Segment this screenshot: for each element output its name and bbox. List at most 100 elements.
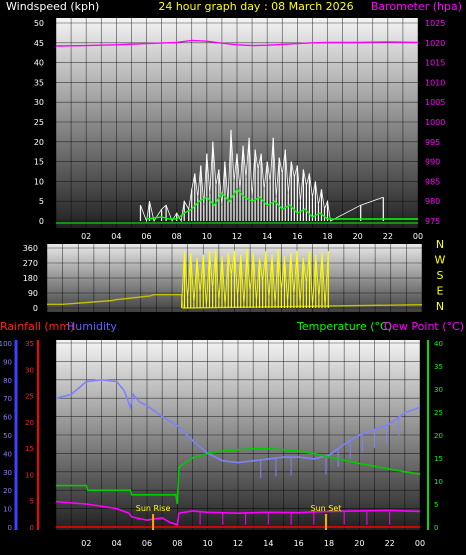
bottom-hour-tick: 10: [203, 539, 213, 548]
barometer-axis-label: Barometer (hpa): [371, 0, 462, 13]
top-hour-tick: 14: [262, 232, 272, 241]
rainfall-tick: 15: [25, 445, 34, 453]
bottom-hour-tick-labels: 02 04 06 08 10 12 14 16 18 20 22 00: [81, 539, 425, 548]
windspeed-tick-labels: 0 5 10 15 20 25 30 35 40 45 50: [34, 19, 44, 226]
chart-title: 24 hour graph day : 08 March 2026: [158, 0, 353, 13]
sunset-label: Sun Set: [311, 504, 342, 513]
temperature-tick: 30: [434, 386, 443, 394]
humidity-tick: 10: [3, 506, 12, 514]
temperature-tick: 35: [434, 363, 443, 371]
temperature-axis-label: Temperature (°C): [296, 320, 392, 333]
windspeed-axis-label: Windspeed (kph): [6, 0, 99, 13]
temperature-tick: 40: [434, 340, 443, 348]
barometer-tick: 990: [425, 158, 440, 167]
top-hour-tick: 16: [292, 232, 302, 241]
barometer-tick: 980: [425, 197, 440, 206]
bottom-hour-tick: 00: [415, 539, 425, 548]
humidity-axis-label: Humidity: [67, 320, 117, 333]
humidity-tick: 90: [3, 358, 12, 366]
top-series-layer: [55, 39, 419, 224]
compass-label: W: [435, 254, 446, 267]
direction-degree-tick: 0: [33, 304, 38, 313]
barometer-tick: 1005: [425, 98, 445, 107]
windspeed-tick: 15: [34, 158, 44, 167]
temperature-tick-labels: 0 5 10 15 20 25 30 35 40: [434, 340, 443, 532]
barometer-tick: 1010: [425, 78, 445, 87]
bottom-hour-tick: 08: [172, 539, 182, 548]
bottom-gridlines: [55, 340, 421, 530]
bottom-hour-tick: 18: [324, 539, 334, 548]
direction-line: [180, 248, 329, 309]
humidity-tick: 60: [3, 414, 12, 422]
humidity-tick: 50: [3, 432, 12, 440]
humidity-line: [55, 378, 421, 464]
sunrise-label: Sun Rise: [136, 504, 171, 513]
barometer-tick: 1015: [425, 59, 445, 68]
direction-series-layer: [47, 248, 423, 309]
windspeed-tick: 30: [34, 98, 44, 107]
top-hour-tick: 12: [232, 232, 242, 241]
bottom-series-layer: [55, 378, 421, 528]
temperature-tick: 15: [434, 455, 443, 463]
windspeed-tick: 5: [39, 197, 44, 206]
bottom-hour-tick: 22: [385, 539, 395, 548]
compass-label: N: [436, 238, 444, 251]
dewpoint-line: [55, 500, 421, 526]
windspeed-tick: 25: [34, 118, 44, 127]
bottom-hour-tick: 20: [354, 539, 364, 548]
temperature-tick: 0: [434, 524, 438, 532]
temperature-tick: 10: [434, 478, 443, 486]
rainfall-tick-labels: 0 5 10 15 20 25 30 35: [25, 340, 34, 532]
barometer-tick: 1020: [425, 39, 445, 48]
compass-label: E: [437, 285, 444, 298]
bottom-hour-tick: 12: [233, 539, 243, 548]
compass-label: S: [437, 269, 444, 282]
top-hour-tick: 00: [413, 232, 423, 241]
humidity-tick: 70: [3, 395, 12, 403]
rainfall-tick: 20: [25, 419, 34, 427]
bottom-hour-tick: 06: [142, 539, 152, 548]
average-direction-line: [47, 294, 423, 309]
temperature-tick: 20: [434, 432, 443, 440]
top-hour-tick: 20: [353, 232, 363, 241]
humidity-tick: 80: [3, 377, 12, 385]
windspeed-tick: 40: [34, 59, 44, 68]
top-hour-tick-labels: 02 04 06 08 10 12 14 16 18 20 22 00: [81, 232, 423, 241]
humidity-tick: 100: [0, 340, 12, 348]
temp-humidity-rain-chart: 0 10 20 30 40 50 60 70 80 90 100 0 5 10 15 20 25 30 35 0 5…: [0, 320, 464, 548]
humidity-tick: 40: [3, 450, 12, 458]
humidity-tick: 30: [3, 469, 12, 477]
barometer-tick-labels: 975 980 985 990 995 1000 1005 1010 1015 1020 1025: [425, 19, 445, 226]
top-hour-tick: 06: [141, 232, 151, 241]
direction-degree-tick: 360: [23, 244, 38, 253]
windspeed-tick: 10: [34, 177, 44, 186]
top-hour-tick: 02: [81, 232, 91, 241]
humidity-tick-labels: 0 10 20 30 40 50 60 70 80 90 100: [0, 340, 12, 532]
rainfall-tick: 25: [25, 393, 34, 401]
direction-degree-tick: 180: [23, 274, 38, 283]
bottom-hour-tick: 16: [294, 539, 304, 548]
humidity-tick: 20: [3, 487, 12, 495]
gust-line: [146, 188, 418, 220]
top-hour-tick: 04: [111, 232, 121, 241]
direction-degree-tick: 90: [28, 289, 38, 298]
temperature-tick: 25: [434, 409, 443, 417]
windspeed-line: [140, 129, 384, 223]
bottom-hour-tick: 14: [263, 539, 273, 548]
dewpoint-axis-label: Dew Point (°C): [384, 320, 464, 333]
windspeed-tick: 45: [34, 39, 44, 48]
barometer-tick: 1000: [425, 118, 445, 127]
rainfall-tick: 0: [30, 524, 34, 532]
top-hour-tick: 08: [172, 232, 182, 241]
direction-degree-tick: 270: [23, 259, 38, 268]
sun-annotations: Sun Rise Sun Set: [136, 504, 342, 530]
direction-degree-tick-labels: 0 90 180 270 360: [23, 244, 38, 313]
windspeed-tick: 0: [39, 217, 44, 226]
windspeed-tick: 20: [34, 138, 44, 147]
windspeed-tick: 50: [34, 19, 44, 28]
rainfall-tick: 35: [25, 340, 34, 348]
top-hour-tick: 10: [202, 232, 212, 241]
